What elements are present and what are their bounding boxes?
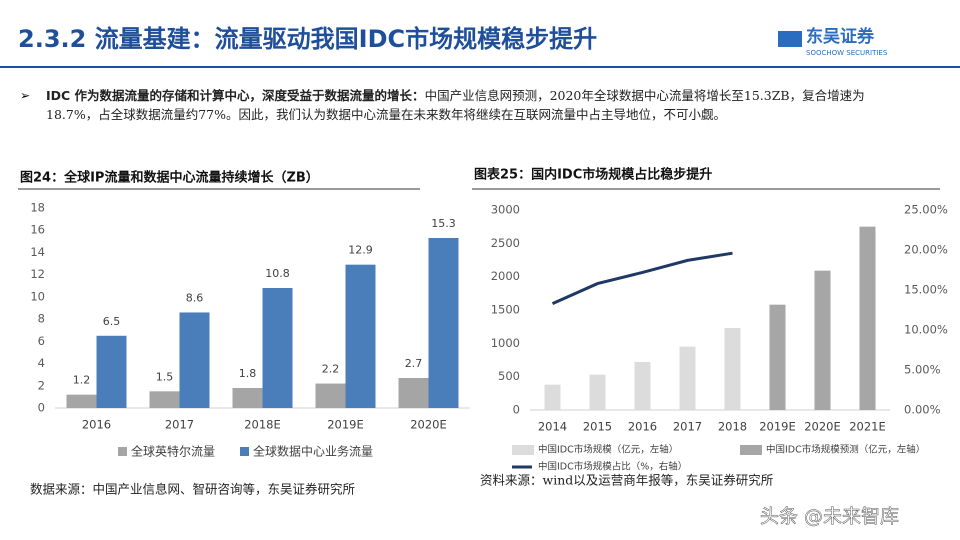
source: 资料来源：wind以及运营商年报等，东吴证券研究所 [480, 473, 773, 488]
y-tick-label: 1500 [491, 303, 520, 317]
chart-title: 图表25：国内IDC市场规模占比稳步提升 [474, 167, 712, 183]
bar [589, 374, 606, 410]
y-tick-label: 0 [38, 401, 45, 415]
y-tick-label: 10 [30, 289, 45, 303]
y-tick-label: 4 [38, 356, 45, 370]
legend-swatch [740, 445, 762, 455]
legend-swatch [118, 447, 127, 456]
bar [679, 346, 696, 410]
y-tick-label: 12 [30, 267, 45, 281]
x-tick-label: 2020E [804, 420, 841, 434]
x-tick-label: 2016 [82, 418, 111, 432]
legend-label: 全球英特尔流量 [131, 444, 215, 459]
x-tick-label: 2017 [165, 418, 194, 432]
y-tick-label: 2500 [491, 236, 520, 250]
data-label: 1.5 [156, 370, 174, 383]
bar [724, 328, 741, 410]
y-tick-label: 6 [38, 334, 45, 348]
bar [859, 226, 876, 410]
data-label: 12.9 [348, 244, 373, 257]
bar [428, 238, 459, 408]
legend-label: 中国IDC市场规模预测（亿元，左轴） [766, 444, 925, 456]
bullet-mark: ➢ [20, 89, 30, 103]
bar [96, 335, 127, 408]
bar [544, 384, 561, 410]
y2-tick-label: 15.00% [904, 283, 948, 297]
x-tick-label: 2014 [538, 420, 567, 434]
data-label: 10.8 [265, 267, 290, 280]
x-tick-label: 2021E [849, 420, 886, 434]
y2-tick-label: 20.00% [904, 243, 948, 257]
data-label: 1.2 [73, 374, 91, 387]
y-tick-label: 0 [513, 403, 520, 417]
x-tick-label: 2018E [244, 418, 281, 432]
x-tick-label: 2018 [718, 420, 747, 434]
bar [769, 304, 786, 410]
bar [345, 264, 376, 408]
y-tick-label: 2000 [491, 269, 520, 283]
legend-label: 全球数据中心业务流量 [253, 444, 373, 459]
data-label: 8.6 [186, 291, 204, 304]
x-tick-label: 2016 [628, 420, 657, 434]
y2-tick-label: 10.00% [904, 323, 948, 337]
x-tick-label: 2015 [583, 420, 612, 434]
bar [262, 288, 293, 408]
legend-swatch [240, 447, 249, 456]
bar [66, 394, 97, 408]
bar [232, 388, 263, 408]
data-label: 2.7 [405, 357, 423, 370]
bar [398, 378, 429, 408]
logo-sub: SOOCHOW SECURITIES [806, 49, 888, 57]
source: 数据来源：中国产业信息网、智研咨询等，东吴证券研究所 [30, 482, 355, 497]
x-tick-label: 2019E [759, 420, 796, 434]
y-tick-label: 1000 [491, 336, 520, 350]
bar [315, 383, 346, 408]
bar [814, 270, 831, 410]
y-tick-label: 500 [498, 369, 520, 383]
watermark: 头条 @未来智库 [760, 506, 899, 528]
bullet-body: 中国产业信息网预测，2020年全球数据中心流量将增长至15.3ZB，复合增速为1… [46, 88, 865, 122]
logo-icon [778, 31, 802, 47]
data-label: 2.2 [322, 363, 340, 376]
x-tick-label: 2020E [410, 418, 447, 432]
data-label: 15.3 [431, 217, 456, 230]
y-tick-label: 18 [30, 201, 45, 215]
bullet-text: IDC 作为数据流量的存储和计算中心，深度受益于数据流量的增长：中国产业信息网预… [46, 86, 916, 124]
bar [149, 391, 180, 408]
y2-tick-label: 25.00% [904, 203, 948, 217]
legend-label: 中国IDC市场规模（亿元，左轴） [538, 444, 678, 456]
y-tick-label: 14 [30, 245, 45, 259]
y-tick-label: 2 [38, 378, 45, 392]
y-tick-label: 8 [38, 312, 45, 326]
logo: 东吴证券 [806, 26, 875, 47]
bar [179, 312, 210, 408]
y-tick-label: 16 [30, 223, 45, 237]
x-tick-label: 2019E [327, 418, 364, 432]
legend-swatch [512, 445, 534, 455]
y-tick-label: 3000 [491, 203, 520, 217]
legend-label: 中国IDC市场规模占比（%，右轴） [538, 461, 687, 473]
bullet-bold: IDC 作为数据流量的存储和计算中心，深度受益于数据流量的增长： [46, 88, 425, 103]
y2-tick-label: 5.00% [904, 363, 941, 377]
chart-title: 图24：全球IP流量和数据中心流量持续增长（ZB） [20, 170, 319, 186]
line [551, 251, 733, 305]
data-label: 1.8 [239, 367, 257, 380]
x-tick-label: 2017 [673, 420, 702, 434]
data-label: 6.5 [103, 315, 121, 328]
y2-tick-label: 0.00% [904, 403, 941, 417]
slide-title: 2.3.2 流量基建：流量驱动我国IDC市场规模稳步提升 [18, 25, 597, 53]
bar [634, 362, 651, 410]
